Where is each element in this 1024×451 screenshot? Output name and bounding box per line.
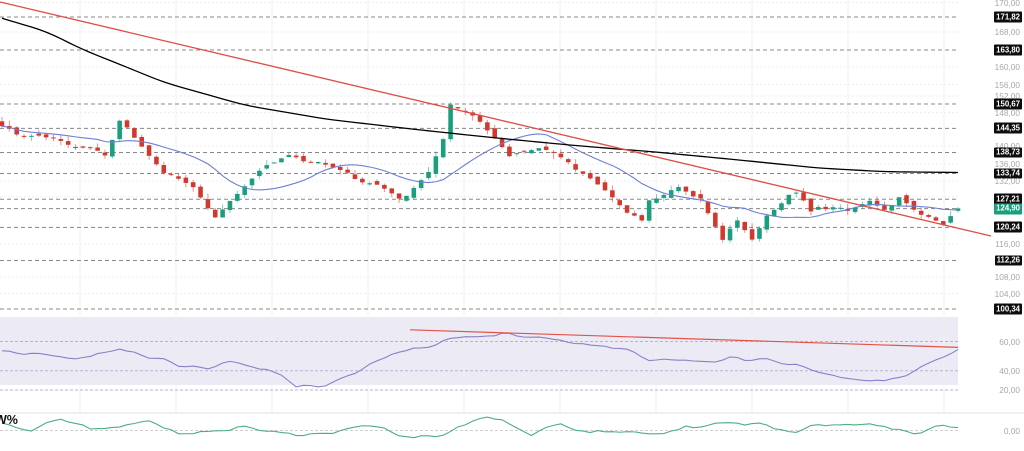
svg-text:W%: W% bbox=[0, 413, 18, 427]
